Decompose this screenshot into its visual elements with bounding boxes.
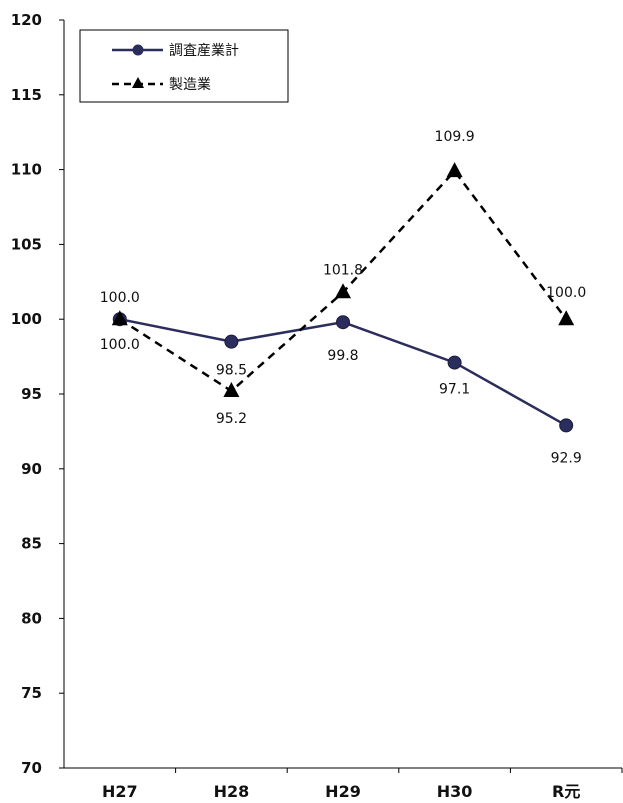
- data-label: 100.0: [100, 290, 140, 306]
- y-tick-label: 110: [11, 161, 42, 179]
- y-tick-label: 105: [11, 235, 42, 253]
- y-tick-label: 75: [21, 684, 42, 702]
- data-label: 99.8: [327, 348, 358, 364]
- legend-marker-series-1: [132, 44, 144, 56]
- data-label: 97.1: [439, 382, 470, 398]
- y-tick-label: 115: [11, 86, 42, 104]
- y-tick-label: 80: [21, 609, 42, 627]
- y-tick-label: 95: [21, 385, 42, 403]
- y-tick-label: 85: [21, 535, 42, 553]
- chart-axes: [63, 20, 622, 769]
- y-tick-label: 120: [11, 11, 42, 29]
- data-label: 92.9: [551, 450, 582, 466]
- data-label-group: 100.0 98.5 99.8 97.1 92.9 100.0 95.2 101.8 109.9…: [100, 129, 586, 466]
- y-tick-group: 70 75 80 85 90 95 100 105 110 115 120: [11, 11, 64, 777]
- data-point-circle: [559, 418, 574, 433]
- x-tick-label: H29: [325, 782, 361, 801]
- x-tick-label: H27: [102, 782, 138, 801]
- data-label: 100.0: [546, 285, 586, 301]
- legend-label-series-1: 調査産業計: [169, 43, 239, 59]
- data-point-circle: [224, 334, 239, 349]
- y-tick-label: 100: [11, 310, 42, 328]
- y-tick-label: 70: [21, 759, 42, 777]
- data-label: 100.0: [100, 337, 140, 353]
- legend-label-series-2: 製造業: [169, 77, 211, 93]
- data-point-triangle: [111, 310, 128, 326]
- data-label: 95.2: [216, 411, 247, 427]
- data-point-triangle: [446, 162, 463, 178]
- x-tick-label: H28: [214, 782, 250, 801]
- x-tick-label: H30: [437, 782, 473, 801]
- legend-marker-series-2: [132, 77, 144, 88]
- series-line-1: [119, 317, 567, 427]
- series-group: [111, 162, 575, 433]
- data-label: 101.8: [323, 262, 363, 278]
- legend: 調査産業計 製造業: [79, 29, 289, 103]
- legend-box: [79, 29, 289, 103]
- data-point-triangle: [335, 283, 351, 299]
- y-tick-label: 90: [21, 460, 42, 478]
- data-label: 98.5: [216, 363, 247, 379]
- data-point-triangle: [223, 382, 240, 398]
- x-tick-label: R元: [552, 782, 580, 801]
- data-point-circle: [447, 355, 462, 370]
- data-label: 109.9: [435, 129, 475, 145]
- data-point-triangle: [558, 310, 575, 326]
- x-tick-group: H27 H28 H29 H30 R元: [102, 768, 623, 801]
- data-point-circle: [336, 315, 350, 330]
